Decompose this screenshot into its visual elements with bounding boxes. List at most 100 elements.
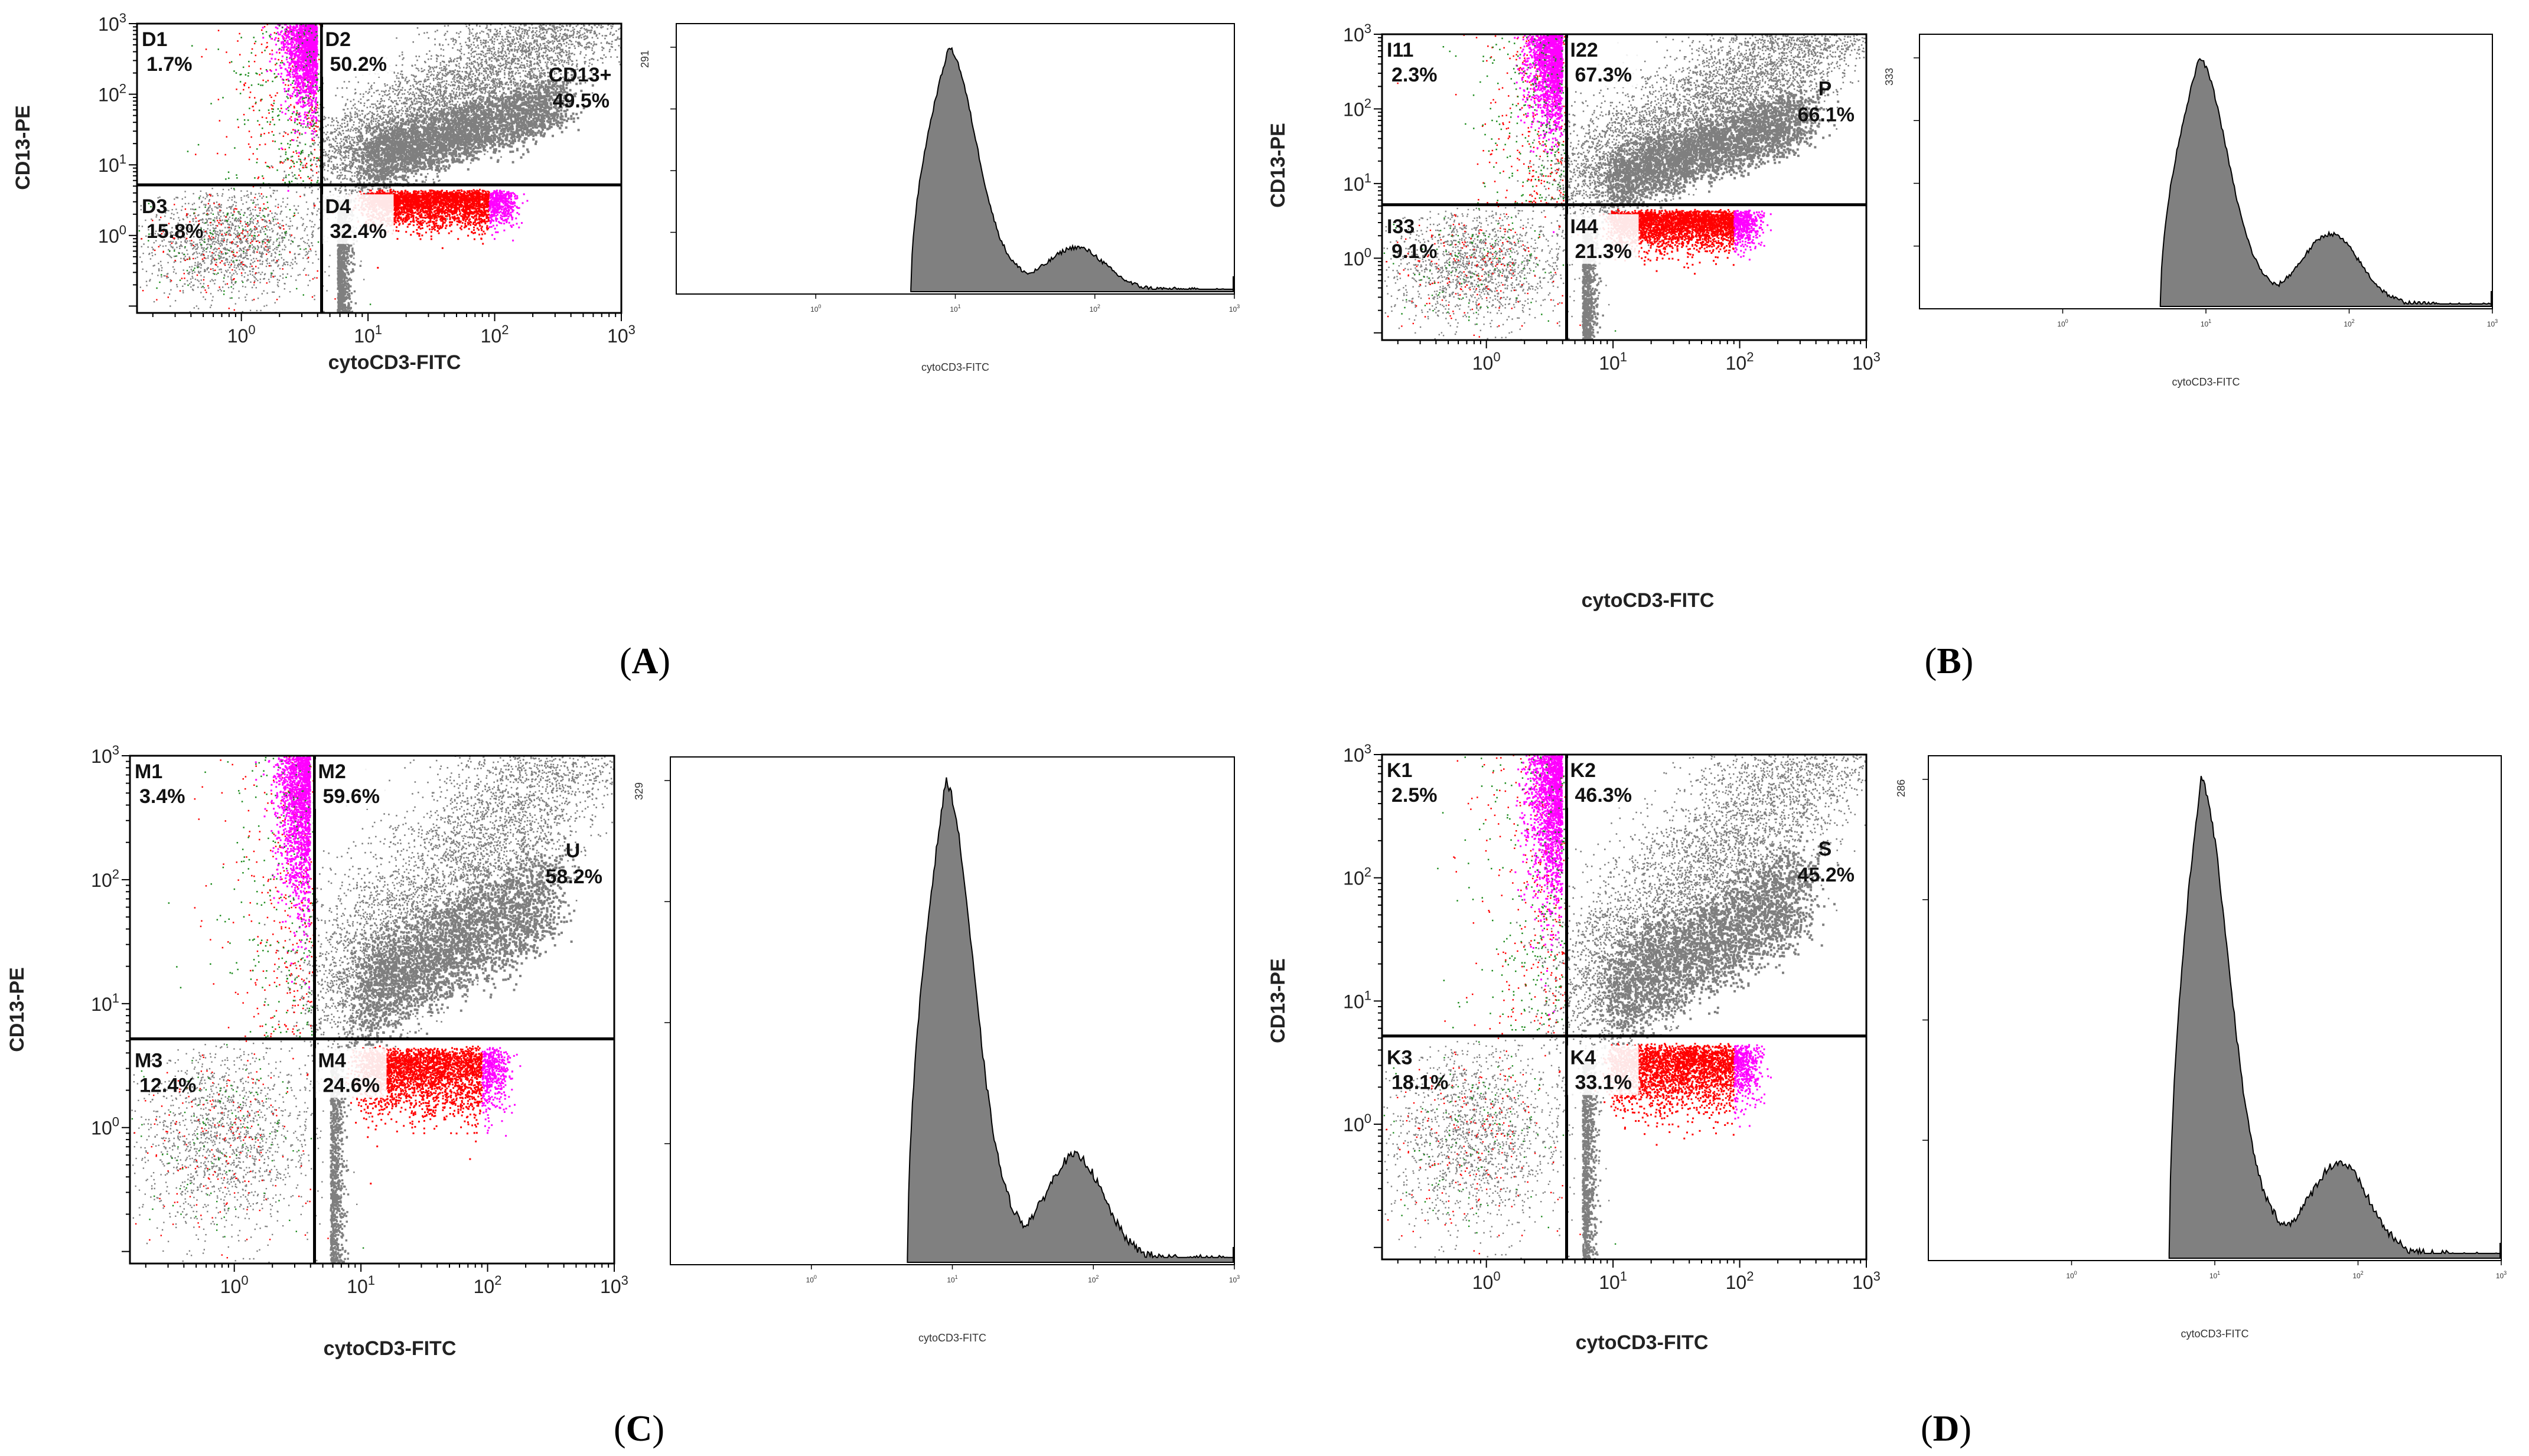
x-axis-title: cytoCD3-FITC: [328, 351, 461, 374]
x-tick-label: 100: [220, 1273, 249, 1297]
quadrant-percent: 2.3%: [1391, 64, 1438, 86]
histogram-x-tick-label: 102: [2352, 1270, 2363, 1280]
scatter-red-events: [1323, 755, 1735, 1254]
quadrant-percent: 33.1%: [1575, 1072, 1632, 1094]
x-tick-label: 102: [474, 1273, 502, 1297]
histogram-ymax-label: 329: [633, 782, 645, 800]
quadrant-name: K4: [1570, 1047, 1596, 1069]
x-axis-title: cytoCD3-FITC: [1582, 589, 1715, 612]
x-tick-label: 100: [227, 322, 256, 347]
scatter-events: [71, 567, 669, 1367]
histogram-x-tick-label: 102: [1088, 1274, 1099, 1284]
x-tick-label: 101: [1599, 350, 1627, 374]
quadrant-percent: 18.1%: [1391, 1072, 1448, 1094]
quadrant-percent: 15.8%: [146, 220, 203, 243]
x-tick-label: 101: [354, 322, 382, 347]
panel-letter: (D): [1921, 1409, 1971, 1449]
x-axis-title: cytoCD3-FITC: [1576, 1331, 1709, 1354]
region-percent: 45.2%: [1798, 864, 1855, 886]
quadrant-percent: 67.3%: [1575, 64, 1632, 86]
region-name: P: [1818, 78, 1832, 100]
histogram-x-tick-label: 100: [2057, 318, 2068, 328]
y-tick-label: 102: [98, 81, 126, 106]
panel-c: 100 101 102 103100101102103cytoCD3-FITCCD13…: [6, 567, 1240, 1449]
quadrant-name: M4: [318, 1049, 346, 1072]
y-axis-title: CD13-PE: [6, 967, 28, 1052]
panel-letter: (A): [620, 641, 670, 681]
histogram-x-tick-label: 103: [1229, 1274, 1240, 1284]
y-axis-title: CD13-PE: [1267, 123, 1289, 208]
histogram-x-title: cytoCD3-FITC: [2181, 1328, 2248, 1340]
panel-a: 100 101 102 103 100 101 102 103 cytoCD3-FITC CD13…: [12, 0, 1240, 681]
histogram-x-tick-label: 103: [1229, 303, 1240, 314]
x-tick-label: 103: [1852, 1269, 1881, 1293]
histogram-x-tick-label: 101: [2209, 1270, 2220, 1280]
x-tick-label: 100: [1472, 1269, 1501, 1293]
scatter-green-events: [119, 757, 364, 1249]
histogram-x-title: cytoCD3-FITC: [2172, 376, 2240, 388]
quadrant-percent: 32.4%: [330, 220, 387, 243]
quadrant-name: I22: [1570, 39, 1598, 61]
histogram-ymax-label: 291: [639, 50, 651, 68]
quadrant-name: K1: [1387, 759, 1412, 782]
x-tick-label: 101: [1599, 1269, 1627, 1293]
region-name: S: [1818, 838, 1832, 860]
scatter-red-events: [71, 756, 483, 1259]
quadrant-percent: 46.3%: [1575, 784, 1632, 807]
quadrant-name: K2: [1570, 759, 1596, 782]
quadrant-percent: 9.1%: [1391, 240, 1438, 263]
y-tick-label: 100: [1343, 1111, 1371, 1135]
x-tick-label: 102: [1726, 350, 1754, 374]
y-tick-label: 100: [1343, 245, 1371, 269]
x-tick-label: 103: [600, 1273, 628, 1297]
quadrant-percent: 3.4%: [139, 785, 185, 808]
histogram-x-tick-label: 102: [1090, 303, 1100, 314]
quadrant-name: M2: [318, 760, 346, 783]
quadrant-name: D1: [142, 28, 167, 51]
histogram-ymax-label: 286: [1895, 779, 1907, 797]
y-tick-label: 100: [91, 1115, 119, 1139]
quadrant-name: D3: [142, 195, 167, 218]
scatter-events: [1323, 567, 1932, 1363]
quadrant-name: D2: [325, 28, 351, 51]
y-tick-label: 101: [91, 991, 119, 1015]
quadrant-percent: 24.6%: [323, 1074, 380, 1096]
y-tick-label: 102: [1343, 865, 1371, 889]
y-tick-label: 103: [91, 743, 119, 767]
x-tick-label: 103: [1852, 350, 1881, 374]
quadrant-name: K3: [1387, 1047, 1412, 1069]
histogram-x-tick-label: 100: [806, 1274, 817, 1284]
histogram-x-tick-label: 101: [950, 303, 960, 314]
scatter-gray-events: [1327, 567, 1932, 1363]
histogram-x-tick-label: 101: [2201, 318, 2211, 328]
region-percent: 49.5%: [553, 90, 610, 112]
y-axis-title: CD13-PE: [1267, 958, 1289, 1043]
quadrant-percent: 1.7%: [146, 53, 193, 76]
panel-b: 100 101 102 103 100 101 102 103 cytoCD3-FITC CD13…: [1267, 0, 2498, 681]
y-tick-label: 100: [98, 223, 126, 247]
panel-letter: (C): [614, 1409, 664, 1449]
region-name: CD13+: [549, 64, 612, 86]
panel-d: 100 101 102 103100101102103cytoCD3-FITCCD13…: [1267, 567, 2507, 1449]
x-tick-label: 102: [481, 322, 509, 347]
histogram-x-tick-label: 102: [2344, 318, 2354, 328]
scatter-gray-events: [74, 567, 669, 1367]
y-tick-label: 101: [98, 152, 126, 176]
panel-letter: (B): [1925, 641, 1974, 681]
histogram-x-tick-label: 103: [2487, 318, 2498, 328]
quadrant-percent: 2.5%: [1391, 784, 1438, 807]
histogram-x-tick-label: 100: [810, 303, 821, 314]
histogram-ymax-label: 333: [1883, 68, 1895, 86]
quadrant-name: I33: [1387, 216, 1415, 238]
region-name: U: [566, 840, 581, 862]
quadrant-percent: 59.6%: [323, 785, 380, 808]
quadrant-name: M3: [135, 1049, 162, 1072]
scatter-frame: [130, 756, 614, 1264]
y-tick-label: 103: [1343, 21, 1371, 45]
y-tick-label: 101: [1343, 988, 1371, 1012]
quadrant-name: I44: [1570, 216, 1598, 238]
histogram-x-tick-label: 100: [2066, 1270, 2077, 1280]
quadrant-percent: 12.4%: [139, 1074, 196, 1096]
y-tick-label: 103: [98, 11, 126, 35]
